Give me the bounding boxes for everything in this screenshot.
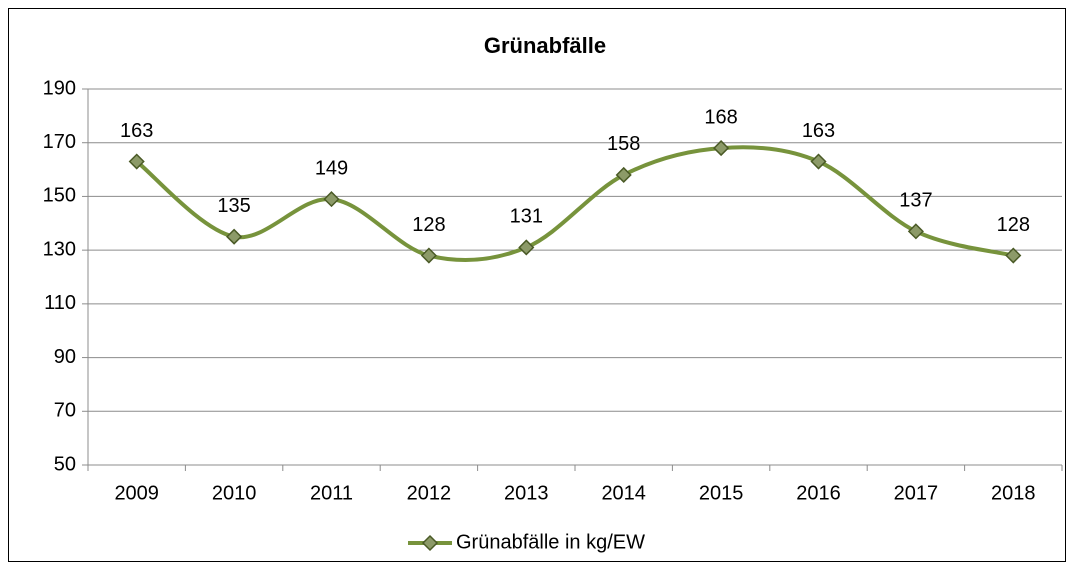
data-point: [128, 153, 145, 170]
data-label: 149: [315, 157, 348, 179]
data-point: [420, 247, 437, 264]
data-point: [226, 228, 243, 245]
data-label: 128: [997, 214, 1030, 236]
legend-marker: [421, 534, 439, 552]
data-label: 135: [217, 195, 250, 217]
legend-label: Grünabfälle in kg/EW: [456, 531, 645, 553]
chart-title: Grünabfälle: [484, 33, 606, 58]
data-point: [907, 223, 924, 240]
y-tick-label: 50: [54, 453, 76, 475]
data-point: [323, 191, 340, 208]
x-tick-label: 2014: [601, 482, 646, 504]
x-tick-label: 2012: [407, 482, 452, 504]
y-tick-label: 150: [43, 185, 76, 207]
data-point: [518, 239, 535, 256]
data-label: 128: [412, 214, 445, 236]
data-point: [810, 153, 827, 170]
x-tick-label: 2018: [991, 482, 1036, 504]
y-tick-label: 70: [54, 400, 76, 422]
series-line: [135, 145, 1014, 263]
data-point: [615, 166, 632, 184]
data-label: 158: [607, 133, 640, 155]
x-tick-label: 2013: [504, 482, 549, 504]
x-tick-label: 2017: [894, 482, 939, 504]
data-label: 163: [802, 120, 835, 142]
data-label: 131: [510, 206, 543, 228]
y-tick-label: 110: [44, 292, 76, 314]
y-tick-label: 130: [43, 238, 76, 260]
x-tick-label: 2015: [699, 482, 744, 504]
y-tick-label: 190: [43, 77, 76, 99]
x-tick-label: 2016: [796, 482, 841, 504]
data-label: 163: [120, 120, 153, 142]
data-label: 137: [899, 190, 932, 212]
data-point: [713, 140, 730, 157]
y-tick-label: 170: [43, 131, 76, 153]
data-point: [1005, 247, 1022, 264]
chart-border: [8, 8, 1066, 562]
x-tick-label: 2009: [114, 482, 159, 504]
y-tick-label: 90: [54, 346, 76, 368]
data-label: 168: [704, 106, 737, 128]
x-tick-label: 2011: [310, 482, 353, 504]
x-tick-label: 2010: [212, 482, 257, 504]
